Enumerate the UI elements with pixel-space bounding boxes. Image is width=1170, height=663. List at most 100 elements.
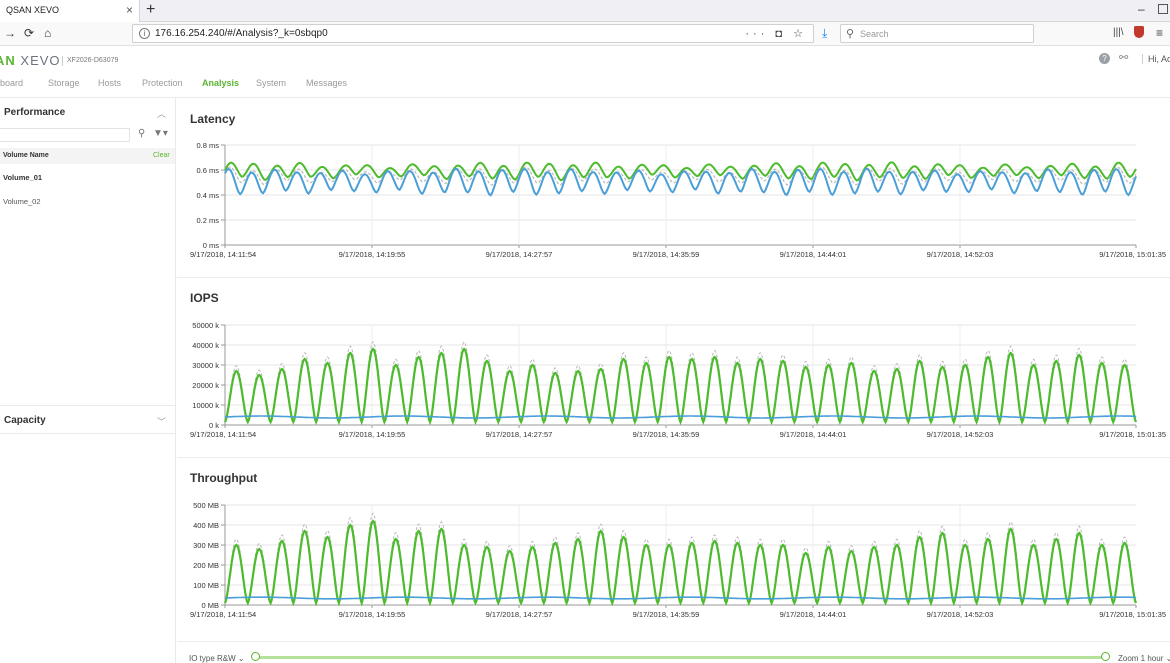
x-tick-label: 9/17/2018, 14:52:03	[927, 610, 994, 619]
y-tick-label: 40000 k	[192, 341, 219, 350]
iops-panel: IOPS	[177, 291, 1170, 311]
hamburger-menu-icon[interactable]: ≡	[1156, 26, 1164, 40]
y-tick-label: 400 MB	[193, 521, 219, 530]
io-type-select[interactable]: IO type R&W ⌄	[189, 654, 245, 663]
throughput-panel: Throughput	[177, 471, 1170, 491]
clear-selection-link[interactable]: Clear	[153, 152, 170, 159]
throughput-series-gray	[224, 512, 1137, 604]
y-tick-label: 300 MB	[193, 541, 219, 550]
sidebar: Performance ︿ ⚲ ▼▾ Volume Name Clear Vol…	[0, 98, 176, 663]
browser-search-input[interactable]: ⚲ Search	[840, 24, 1034, 43]
help-icon[interactable]: ?	[1099, 53, 1110, 64]
latency-chart[interactable]: 0.8 ms0.6 ms0.4 ms0.2 ms0 ms9/17/2018, 1…	[177, 138, 1170, 263]
column-volume-name: Volume Name	[3, 152, 49, 159]
divider	[177, 457, 1170, 458]
latency-series-green	[224, 161, 1137, 182]
x-tick-label: 9/17/2018, 14:35:59	[633, 610, 700, 619]
divider	[0, 405, 175, 406]
y-tick-label: 30000 k	[192, 361, 219, 370]
x-tick-label: 9/17/2018, 14:11:54	[190, 250, 256, 259]
close-tab-icon[interactable]: ×	[125, 3, 133, 17]
zoom-end-handle[interactable]	[1101, 652, 1110, 661]
search-placeholder: Search	[860, 29, 889, 39]
menu-storage[interactable]: Storage	[48, 78, 80, 88]
iops-series-gray	[224, 341, 1137, 423]
menu-messages[interactable]: Messages	[306, 78, 348, 88]
device-model: XF2026-D63079	[62, 56, 118, 66]
new-tab-icon[interactable]: +	[146, 1, 156, 18]
menu-system[interactable]: System	[256, 78, 287, 88]
y-tick-label: 20000 k	[192, 381, 219, 390]
browser-tab[interactable]: QSAN XEVO ×	[0, 0, 140, 22]
menu-analysis[interactable]: Analysis	[202, 78, 240, 88]
divider	[0, 433, 175, 434]
x-tick-label: 9/17/2018, 14:52:03	[927, 250, 994, 259]
throughput-series-green	[223, 519, 1138, 607]
user-menu[interactable]: Hi, Adm	[1142, 54, 1170, 64]
zoom-bar: IO type R&W ⌄ Zoom 1 hour ⌄	[177, 641, 1170, 663]
minimize-window-icon[interactable]: –	[1138, 2, 1145, 16]
menu-dashboard[interactable]: hboard	[0, 78, 24, 88]
x-tick-label: 9/17/2018, 14:27:57	[486, 250, 553, 259]
throughput-series-blue	[225, 596, 1137, 600]
site-info-icon[interactable]: i	[139, 28, 150, 39]
volume-list-header: Volume Name Clear	[0, 148, 175, 164]
chevron-down-icon[interactable]: ﹀	[157, 417, 167, 427]
zoom-start-handle[interactable]	[251, 652, 260, 661]
reload-icon[interactable]: ⟳	[24, 26, 35, 40]
zoom-select[interactable]: Zoom 1 hour ⌄	[1118, 654, 1170, 663]
y-tick-label: 0 ms	[203, 241, 220, 250]
forward-icon[interactable]: →	[4, 26, 16, 40]
x-tick-label: 9/17/2018, 14:27:57	[486, 610, 553, 619]
y-tick-label: 0 k	[209, 421, 219, 430]
qsan-logo: AN XEVO	[0, 53, 61, 68]
zoom-range-track[interactable]	[255, 656, 1107, 659]
x-tick-label: 9/17/2018, 14:44:01	[780, 250, 847, 259]
network-icon[interactable]: ⚯	[1119, 52, 1129, 64]
x-tick-label: 9/17/2018, 14:35:59	[633, 250, 700, 259]
capacity-section-title[interactable]: Capacity	[4, 415, 46, 426]
x-tick-label: 9/17/2018, 15:01:35	[1099, 430, 1166, 439]
x-tick-label: 9/17/2018, 14:19:55	[339, 610, 406, 619]
latency-panel: Latency	[177, 112, 1170, 132]
chevron-up-icon[interactable]: ︿	[157, 109, 167, 119]
volume-item[interactable]: Volume_01	[3, 173, 43, 182]
divider	[177, 277, 1170, 278]
iops-series-blue	[225, 415, 1137, 419]
y-tick-label: 100 MB	[193, 581, 219, 590]
page-actions-icon[interactable]: ··· ◘ ☆	[745, 28, 807, 40]
y-tick-label: 0 MB	[201, 601, 219, 610]
search-icon[interactable]: ⚲	[138, 128, 146, 139]
download-icon[interactable]: ⤓	[822, 26, 828, 40]
filter-icon[interactable]: ▼▾	[153, 128, 168, 139]
url-text[interactable]: 176.16.254.240/#/Analysis?_k=0sbqp0	[155, 28, 328, 39]
library-icon[interactable]: |||\	[1113, 27, 1124, 38]
browser-tab-bar: QSAN XEVO × + –	[0, 0, 1170, 22]
search-icon: ⚲	[846, 28, 855, 40]
y-tick-label: 0.8 ms	[196, 141, 219, 150]
performance-section-title[interactable]: Performance	[4, 107, 66, 118]
tab-title: QSAN XEVO	[6, 5, 60, 15]
x-tick-label: 9/17/2018, 14:44:01	[780, 610, 847, 619]
x-tick-label: 9/17/2018, 15:01:35	[1099, 610, 1166, 619]
app-header: AN XEVO XF2026-D63079 ? ⚯ Hi, Adm hboard…	[0, 46, 1170, 98]
maximize-window-icon[interactable]	[1158, 4, 1168, 14]
x-tick-label: 9/17/2018, 14:19:55	[339, 250, 406, 259]
x-tick-label: 9/17/2018, 14:11:54	[190, 430, 256, 439]
latency-title: Latency	[190, 112, 236, 126]
shield-icon[interactable]	[1134, 26, 1144, 38]
home-icon[interactable]: ⌂	[44, 26, 52, 40]
y-tick-label: 50000 k	[192, 321, 219, 330]
x-tick-label: 9/17/2018, 14:27:57	[486, 430, 553, 439]
y-tick-label: 0.4 ms	[196, 191, 219, 200]
x-tick-label: 9/17/2018, 14:44:01	[780, 430, 847, 439]
y-tick-label: 0.6 ms	[196, 166, 219, 175]
menu-protection[interactable]: Protection	[142, 78, 183, 88]
menu-hosts[interactable]: Hosts	[98, 78, 122, 88]
browser-nav-bar: → ⟳ ⌂ i 176.16.254.240/#/Analysis?_k=0sb…	[0, 22, 1170, 46]
volume-filter-input[interactable]	[0, 128, 130, 142]
volume-item[interactable]: Volume_02	[3, 197, 41, 206]
address-bar[interactable]: i 176.16.254.240/#/Analysis?_k=0sbqp0 ··…	[132, 24, 814, 43]
